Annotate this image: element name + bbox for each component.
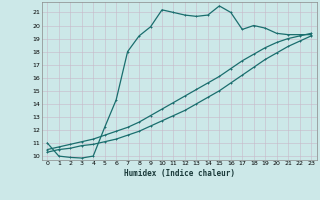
X-axis label: Humidex (Indice chaleur): Humidex (Indice chaleur) (124, 169, 235, 178)
